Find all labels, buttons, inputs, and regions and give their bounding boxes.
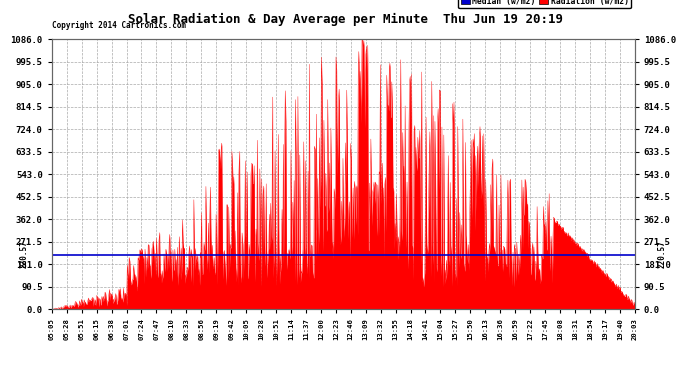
Text: Copyright 2014 Cartronics.com: Copyright 2014 Cartronics.com	[52, 21, 186, 30]
Text: 220.57: 220.57	[19, 241, 28, 268]
Text: Solar Radiation & Day Average per Minute  Thu Jun 19 20:19: Solar Radiation & Day Average per Minute…	[128, 13, 562, 26]
Text: 220.57: 220.57	[658, 241, 667, 268]
Legend: Median (w/m2), Radiation (w/m2): Median (w/m2), Radiation (w/m2)	[458, 0, 631, 8]
